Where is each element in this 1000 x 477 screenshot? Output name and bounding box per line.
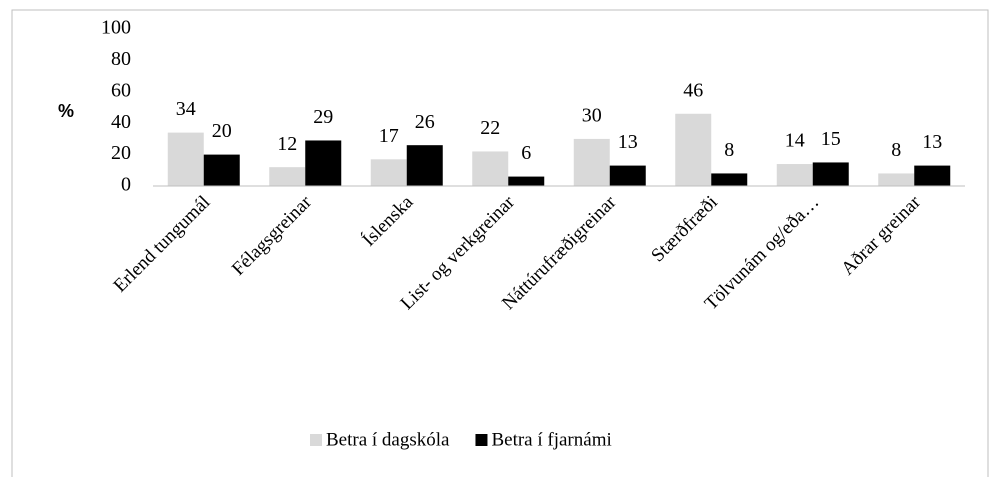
legend-swatch bbox=[310, 434, 322, 446]
x-tick-label: Tölvunám og/eða… bbox=[701, 192, 824, 315]
data-label: 15 bbox=[821, 128, 841, 150]
y-tick-label: 40 bbox=[111, 111, 131, 133]
data-label: 14 bbox=[785, 130, 805, 152]
bar bbox=[711, 173, 748, 186]
data-label: 6 bbox=[521, 142, 531, 164]
data-label: 12 bbox=[277, 133, 297, 155]
data-label: 34 bbox=[176, 98, 196, 120]
bar bbox=[167, 132, 204, 186]
y-tick-label: 80 bbox=[111, 48, 131, 70]
y-tick-label: 20 bbox=[111, 142, 131, 164]
legend-label: Betra í dagskóla bbox=[326, 429, 450, 450]
bar bbox=[812, 162, 849, 186]
data-label: 13 bbox=[618, 131, 638, 153]
bar bbox=[203, 154, 240, 186]
data-label: 17 bbox=[379, 125, 399, 147]
data-label: 13 bbox=[922, 131, 942, 153]
bar bbox=[508, 176, 545, 186]
bar bbox=[305, 140, 342, 186]
chart-frame bbox=[11, 9, 989, 477]
bar bbox=[776, 164, 813, 186]
data-label: 26 bbox=[415, 111, 435, 133]
x-tick-label: Stærðfræði bbox=[647, 192, 722, 267]
bar bbox=[675, 113, 712, 186]
y-tick-label: 0 bbox=[121, 174, 131, 196]
bar bbox=[914, 165, 951, 186]
bar bbox=[472, 151, 509, 186]
data-label: 8 bbox=[724, 139, 734, 161]
data-label: 30 bbox=[582, 104, 602, 126]
data-label: 46 bbox=[683, 79, 703, 101]
y-axis-label: % bbox=[58, 101, 74, 121]
y-tick-label: 100 bbox=[101, 17, 131, 39]
bar bbox=[370, 159, 407, 186]
x-tick-label: Erlend tungumál bbox=[110, 192, 215, 297]
x-tick-label: Aðrar greinar bbox=[837, 191, 925, 279]
bar bbox=[609, 165, 646, 186]
data-label: 8 bbox=[891, 139, 901, 161]
bar bbox=[269, 167, 306, 186]
x-tick-label: Íslenska bbox=[358, 191, 418, 251]
bar bbox=[406, 145, 443, 186]
data-label: 20 bbox=[212, 120, 232, 142]
data-label: 29 bbox=[313, 106, 333, 128]
bar bbox=[573, 138, 610, 186]
y-tick-label: 60 bbox=[111, 79, 131, 101]
legend-swatch bbox=[475, 434, 488, 446]
x-tick-label: Náttúrufræðigreinar bbox=[498, 191, 621, 314]
data-label: 22 bbox=[480, 117, 500, 139]
legend-label: Betra í fjarnámi bbox=[491, 429, 611, 450]
bar bbox=[878, 173, 915, 186]
x-tick-label: Félagsgreinar bbox=[228, 191, 316, 279]
